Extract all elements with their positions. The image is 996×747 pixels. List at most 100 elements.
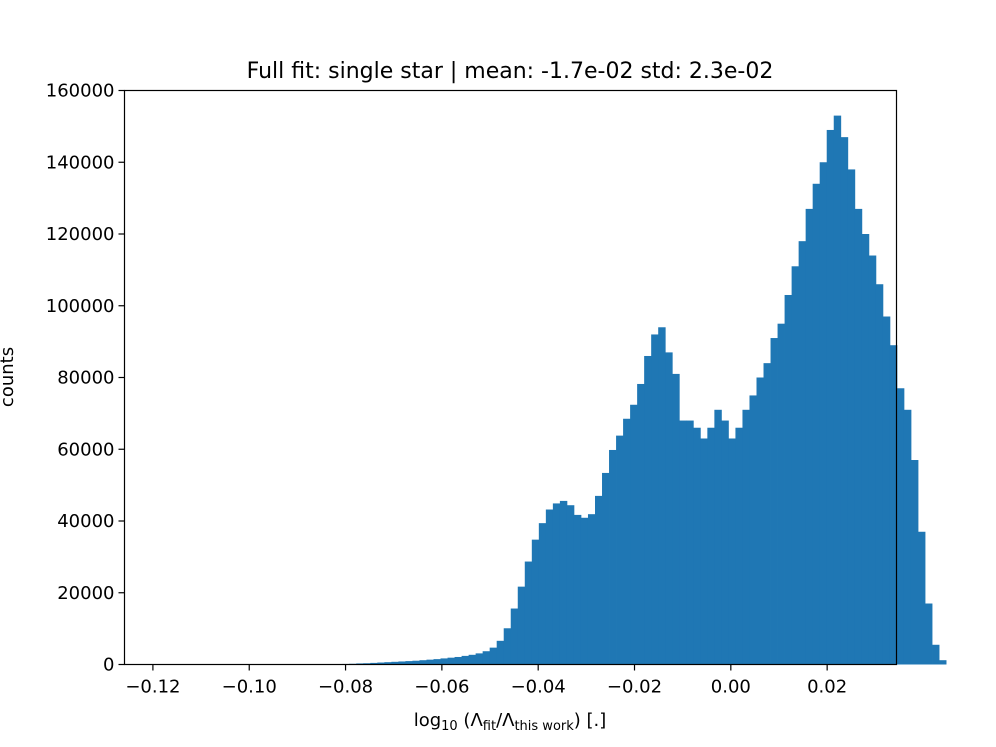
- histogram-bar: [700, 438, 708, 665]
- histogram-bar: [742, 409, 750, 665]
- histogram-bar: [861, 234, 870, 665]
- histogram-bar: [707, 427, 715, 665]
- histogram-bar: [503, 628, 512, 665]
- x-tick-label: −0.10: [222, 677, 277, 698]
- y-tick-label: 0: [103, 655, 114, 676]
- histogram-bar: [777, 323, 785, 665]
- histogram-bar: [573, 514, 582, 665]
- histogram-bar: [735, 427, 743, 665]
- histogram-bar: [925, 603, 933, 665]
- histogram-bar: [749, 395, 757, 665]
- histogram-bar: [482, 651, 491, 665]
- histogram-bar: [510, 608, 519, 665]
- histogram-bar: [623, 418, 631, 665]
- histogram-bar: [630, 404, 638, 665]
- histogram-bar: [468, 654, 477, 665]
- histogram-bar: [587, 514, 596, 665]
- histogram-bar: [616, 435, 624, 665]
- histogram-bar: [651, 334, 659, 665]
- histogram-bar: [868, 255, 877, 665]
- histogram-bar: [426, 659, 434, 665]
- x-tick-label: −0.12: [125, 677, 180, 698]
- y-tick-label: 120000: [46, 224, 115, 245]
- histogram-bar: [496, 640, 505, 665]
- histogram-bar: [370, 662, 378, 665]
- histogram-bar: [932, 644, 940, 665]
- histogram-bar: [384, 662, 392, 665]
- y-axis-ticks: 0 20000 40000 60000 80000 100000 120000 140000 1…: [46, 81, 125, 676]
- histogram-bar: [918, 531, 926, 665]
- histogram-bar: [566, 505, 575, 665]
- histogram-bar: [672, 373, 680, 665]
- histogram-bar: [377, 662, 385, 665]
- histogram-bar: [889, 345, 898, 665]
- histogram-bar: [559, 500, 568, 665]
- x-tick-label: −0.06: [414, 677, 469, 698]
- histogram-bar: [833, 115, 842, 665]
- x-axis-ticks: −0.12 −0.10 −0.08 −0.06 −0.04 −0.02 0.00 0.02: [125, 664, 847, 698]
- histogram-bar: [939, 660, 947, 665]
- histogram-bar: [756, 377, 764, 665]
- histogram-bar: [875, 284, 884, 665]
- histogram-bar: [903, 409, 912, 665]
- histogram-bar: [896, 388, 905, 665]
- histogram-bar: [447, 657, 455, 665]
- y-axis-label: counts: [0, 347, 18, 407]
- histogram-bar: [812, 183, 821, 665]
- histogram-bar: [552, 503, 561, 665]
- histogram-bar: [637, 383, 645, 665]
- histogram-bar: [538, 523, 547, 665]
- histogram-bar: [405, 661, 413, 665]
- histogram-bar: [847, 169, 856, 665]
- histogram-bar: [517, 586, 526, 665]
- y-tick-label: 160000: [46, 81, 115, 102]
- histogram-bar: [531, 539, 540, 665]
- histogram-bar: [580, 517, 589, 665]
- histogram-bar: [454, 656, 462, 665]
- histogram-bar: [819, 162, 828, 665]
- histogram-bar: [489, 647, 498, 665]
- histogram-bar: [658, 327, 666, 665]
- histogram-bar: [882, 316, 891, 665]
- histogram-bar: [475, 653, 484, 665]
- x-tick-label: −0.08: [318, 677, 373, 698]
- histogram-bar: [784, 294, 793, 665]
- histogram-bar: [665, 352, 673, 665]
- histogram-bar: [363, 663, 371, 665]
- histogram-bar: [910, 460, 919, 665]
- histogram-bar: [545, 509, 554, 665]
- y-tick-label: 100000: [46, 296, 115, 317]
- x-tick-label: 0.02: [807, 677, 847, 698]
- histogram-bar: [461, 655, 470, 665]
- histogram-bar: [412, 660, 420, 665]
- histogram-bar: [763, 363, 771, 665]
- histogram-bar: [433, 659, 441, 665]
- histogram-bar: [391, 661, 399, 665]
- histogram-bar: [644, 355, 652, 665]
- histogram-bar: [791, 266, 800, 665]
- histogram-bar: [679, 420, 687, 665]
- y-tick-label: 60000: [57, 439, 114, 460]
- histogram-bar: [805, 208, 814, 665]
- y-tick-label: 40000: [57, 511, 114, 532]
- y-tick-label: 140000: [46, 152, 115, 173]
- histogram-bar: [854, 208, 863, 665]
- histogram-bar: [609, 449, 617, 665]
- x-tick-label: 0.00: [711, 677, 751, 698]
- histogram-bar: [840, 137, 849, 665]
- histogram-bar: [728, 438, 736, 665]
- histogram-bar: [398, 661, 406, 665]
- histogram-bar: [524, 561, 533, 665]
- histogram-bar: [602, 472, 610, 665]
- x-tick-label: −0.02: [607, 677, 662, 698]
- x-axis-label: log10 (Λfit/Λthis work) [.]: [414, 710, 607, 734]
- histogram-bar: [693, 427, 701, 665]
- histogram-bar: [595, 495, 603, 665]
- histogram-bar: [770, 338, 778, 665]
- histogram-bar: [686, 420, 694, 665]
- histogram-bar: [419, 660, 427, 665]
- y-tick-label: 80000: [57, 368, 114, 389]
- histogram-bars: [328, 115, 947, 665]
- histogram-bar: [721, 420, 729, 665]
